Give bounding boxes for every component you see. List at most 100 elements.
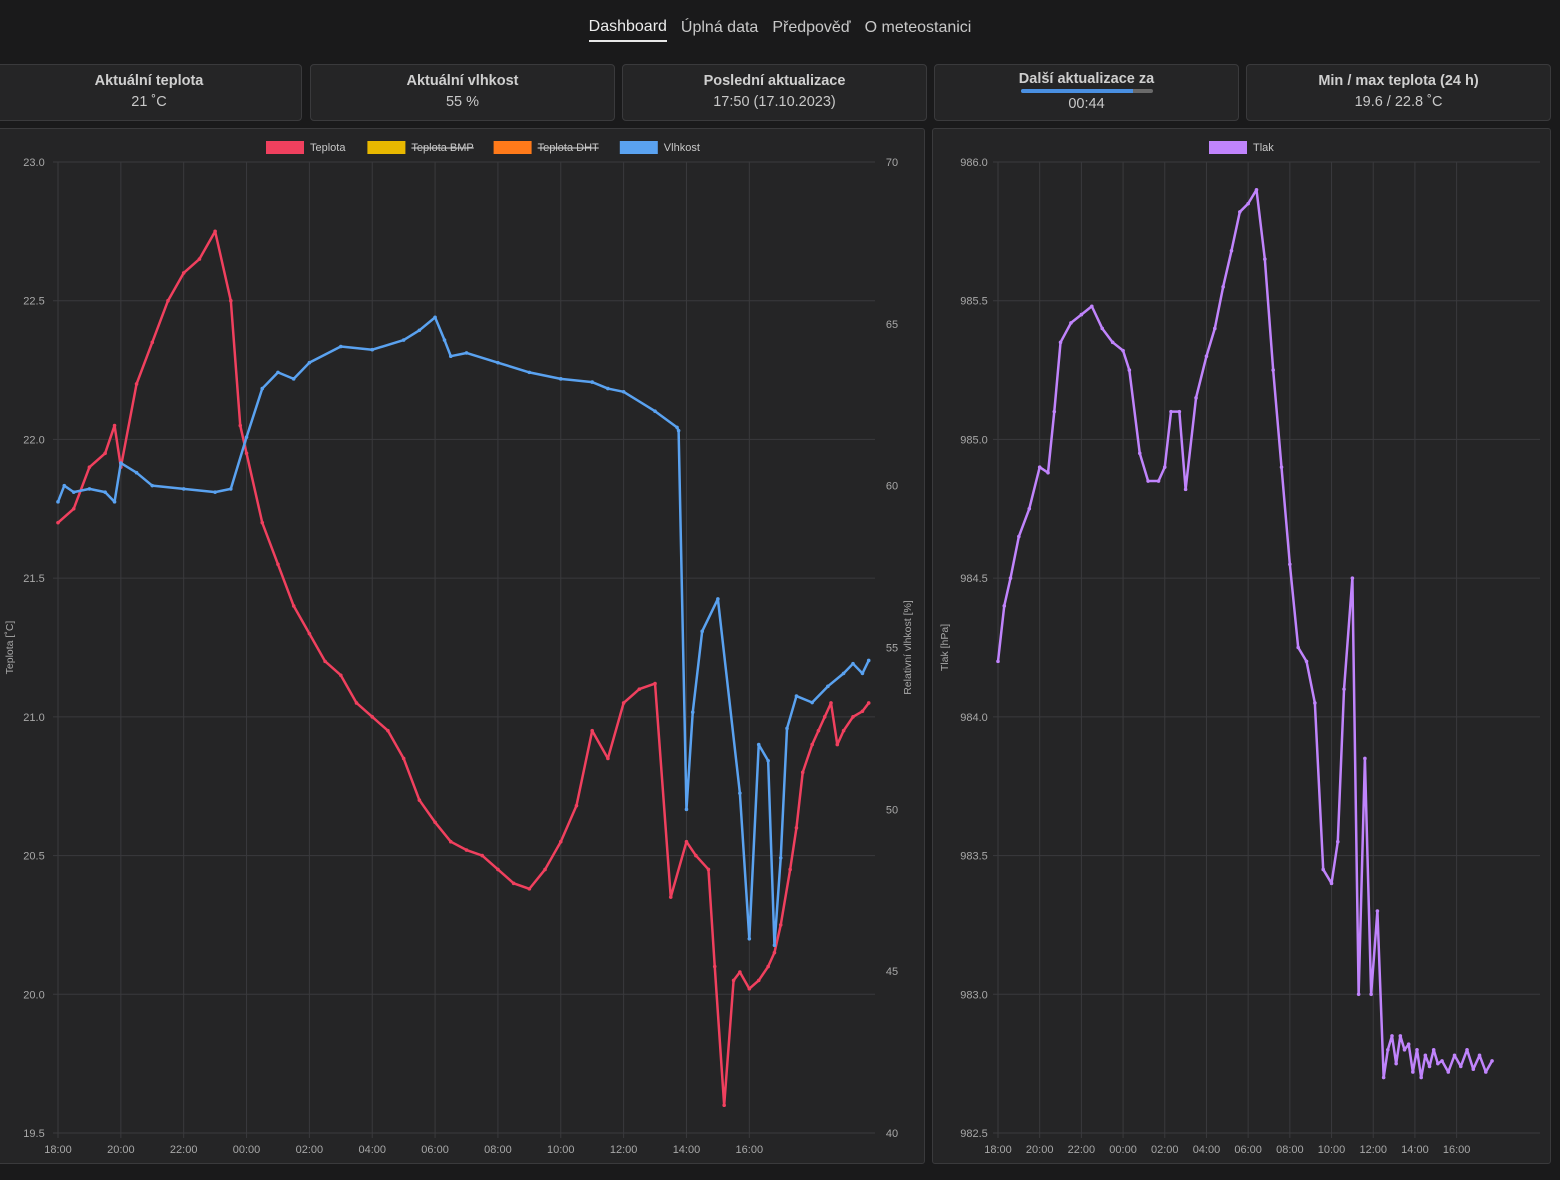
y2-tick-label: 60 [886, 481, 898, 493]
y-tick-label: 985.0 [960, 434, 988, 446]
data-point [1419, 1075, 1423, 1080]
y-tick-label: 984.0 [960, 712, 988, 724]
x-tick-label: 18:00 [984, 1144, 1012, 1156]
data-point [756, 978, 761, 983]
data-point [181, 271, 186, 275]
y-tick-label: 986.0 [960, 157, 988, 169]
data-point [866, 658, 871, 663]
data-point [590, 380, 594, 384]
data-point [706, 867, 711, 872]
legend-swatch [1209, 141, 1247, 154]
data-point [307, 360, 312, 365]
data-point [574, 803, 579, 808]
update-progress-bar [1020, 89, 1153, 93]
data-point [213, 229, 217, 234]
data-point [1127, 368, 1132, 372]
data-point [1411, 1070, 1415, 1074]
data-point [747, 986, 752, 991]
data-point [1415, 1047, 1419, 1052]
data-point [1369, 992, 1373, 997]
nav-about[interactable]: O meteostanici [864, 19, 972, 36]
data-point [386, 728, 390, 733]
data-point [339, 344, 343, 349]
x-tick-label: 10:00 [1318, 1144, 1346, 1156]
data-point [1465, 1047, 1469, 1052]
data-point [1246, 201, 1250, 206]
data-point [1162, 465, 1167, 469]
data-point [1431, 1047, 1436, 1052]
card-min-max-temperature: Min / max teplota (24 h) 19.6 / 22.8 ˚C [1246, 64, 1551, 121]
data-point [291, 377, 296, 381]
x-tick-label: 14:00 [1401, 1144, 1429, 1156]
data-point [62, 483, 67, 488]
data-point [1100, 326, 1105, 331]
data-point [1238, 210, 1242, 214]
data-point [1146, 479, 1150, 483]
data-point [1177, 409, 1182, 414]
y2-tick-label: 50 [886, 804, 898, 816]
legend-swatch [619, 141, 658, 154]
data-point [794, 694, 799, 698]
data-point [112, 500, 117, 504]
data-point [1194, 396, 1198, 400]
legend-swatch [266, 141, 304, 154]
data-point [668, 895, 673, 899]
data-point [307, 631, 312, 636]
data-point [1204, 354, 1209, 358]
nav-forecast[interactable]: Předpověď [772, 19, 851, 36]
data-point [606, 386, 610, 391]
data-point [1046, 470, 1050, 475]
data-point [684, 807, 689, 812]
data-point [1471, 1067, 1476, 1071]
data-point [1156, 479, 1161, 483]
data-point [1017, 534, 1021, 539]
card-next-update: Další aktualizace za 00:44 [934, 64, 1239, 121]
data-point [1037, 465, 1042, 469]
data-point [260, 386, 265, 391]
x-tick-label: 02:00 [296, 1144, 324, 1156]
data-point [1423, 1053, 1428, 1058]
card-value: 55 % [445, 94, 480, 110]
data-point [1058, 340, 1063, 345]
data-point [816, 728, 821, 733]
nav-full-data[interactable]: Úplná data [680, 19, 759, 36]
data-point [260, 520, 265, 525]
data-point [448, 354, 453, 358]
data-point [1027, 506, 1032, 511]
y-tick-label: 985.5 [960, 296, 988, 308]
data-point [56, 520, 60, 525]
update-progress-fill [1020, 89, 1133, 93]
data-point [276, 370, 280, 375]
data-point [103, 451, 107, 456]
data-point [829, 701, 833, 705]
data-point [103, 490, 107, 494]
data-point [1484, 1070, 1488, 1074]
x-tick-label: 16:00 [736, 1144, 764, 1156]
nav-dashboard[interactable]: Dashboard [588, 14, 667, 42]
data-point [229, 487, 233, 491]
data-point [181, 487, 186, 491]
data-point [401, 338, 406, 342]
data-point [1052, 409, 1057, 414]
data-point [722, 1103, 726, 1108]
data-point [291, 604, 296, 608]
data-point [788, 867, 792, 872]
data-point [826, 684, 830, 689]
y-axis-title: Teplota [˚C] [4, 621, 16, 675]
data-point [1375, 909, 1380, 913]
data-point [527, 887, 532, 891]
data-point [323, 659, 327, 664]
y2-tick-label: 55 [886, 643, 898, 655]
data-point [716, 597, 720, 601]
data-point [1221, 285, 1225, 289]
card-title: Další aktualizace za [1018, 71, 1155, 87]
card-value: 00:44 [1068, 96, 1105, 112]
data-point [1446, 1070, 1451, 1074]
data-point [1229, 248, 1234, 253]
data-point [756, 742, 761, 747]
data-point [621, 390, 626, 394]
top-nav: Dashboard Úplná data Předpověď O meteost… [0, 0, 1560, 56]
data-point [134, 382, 139, 386]
pressure-chart: 18:00 20:00 22:00 00:00 02:00 04:00 06:00 08:00… [939, 141, 1540, 1156]
data-point [1350, 576, 1355, 580]
